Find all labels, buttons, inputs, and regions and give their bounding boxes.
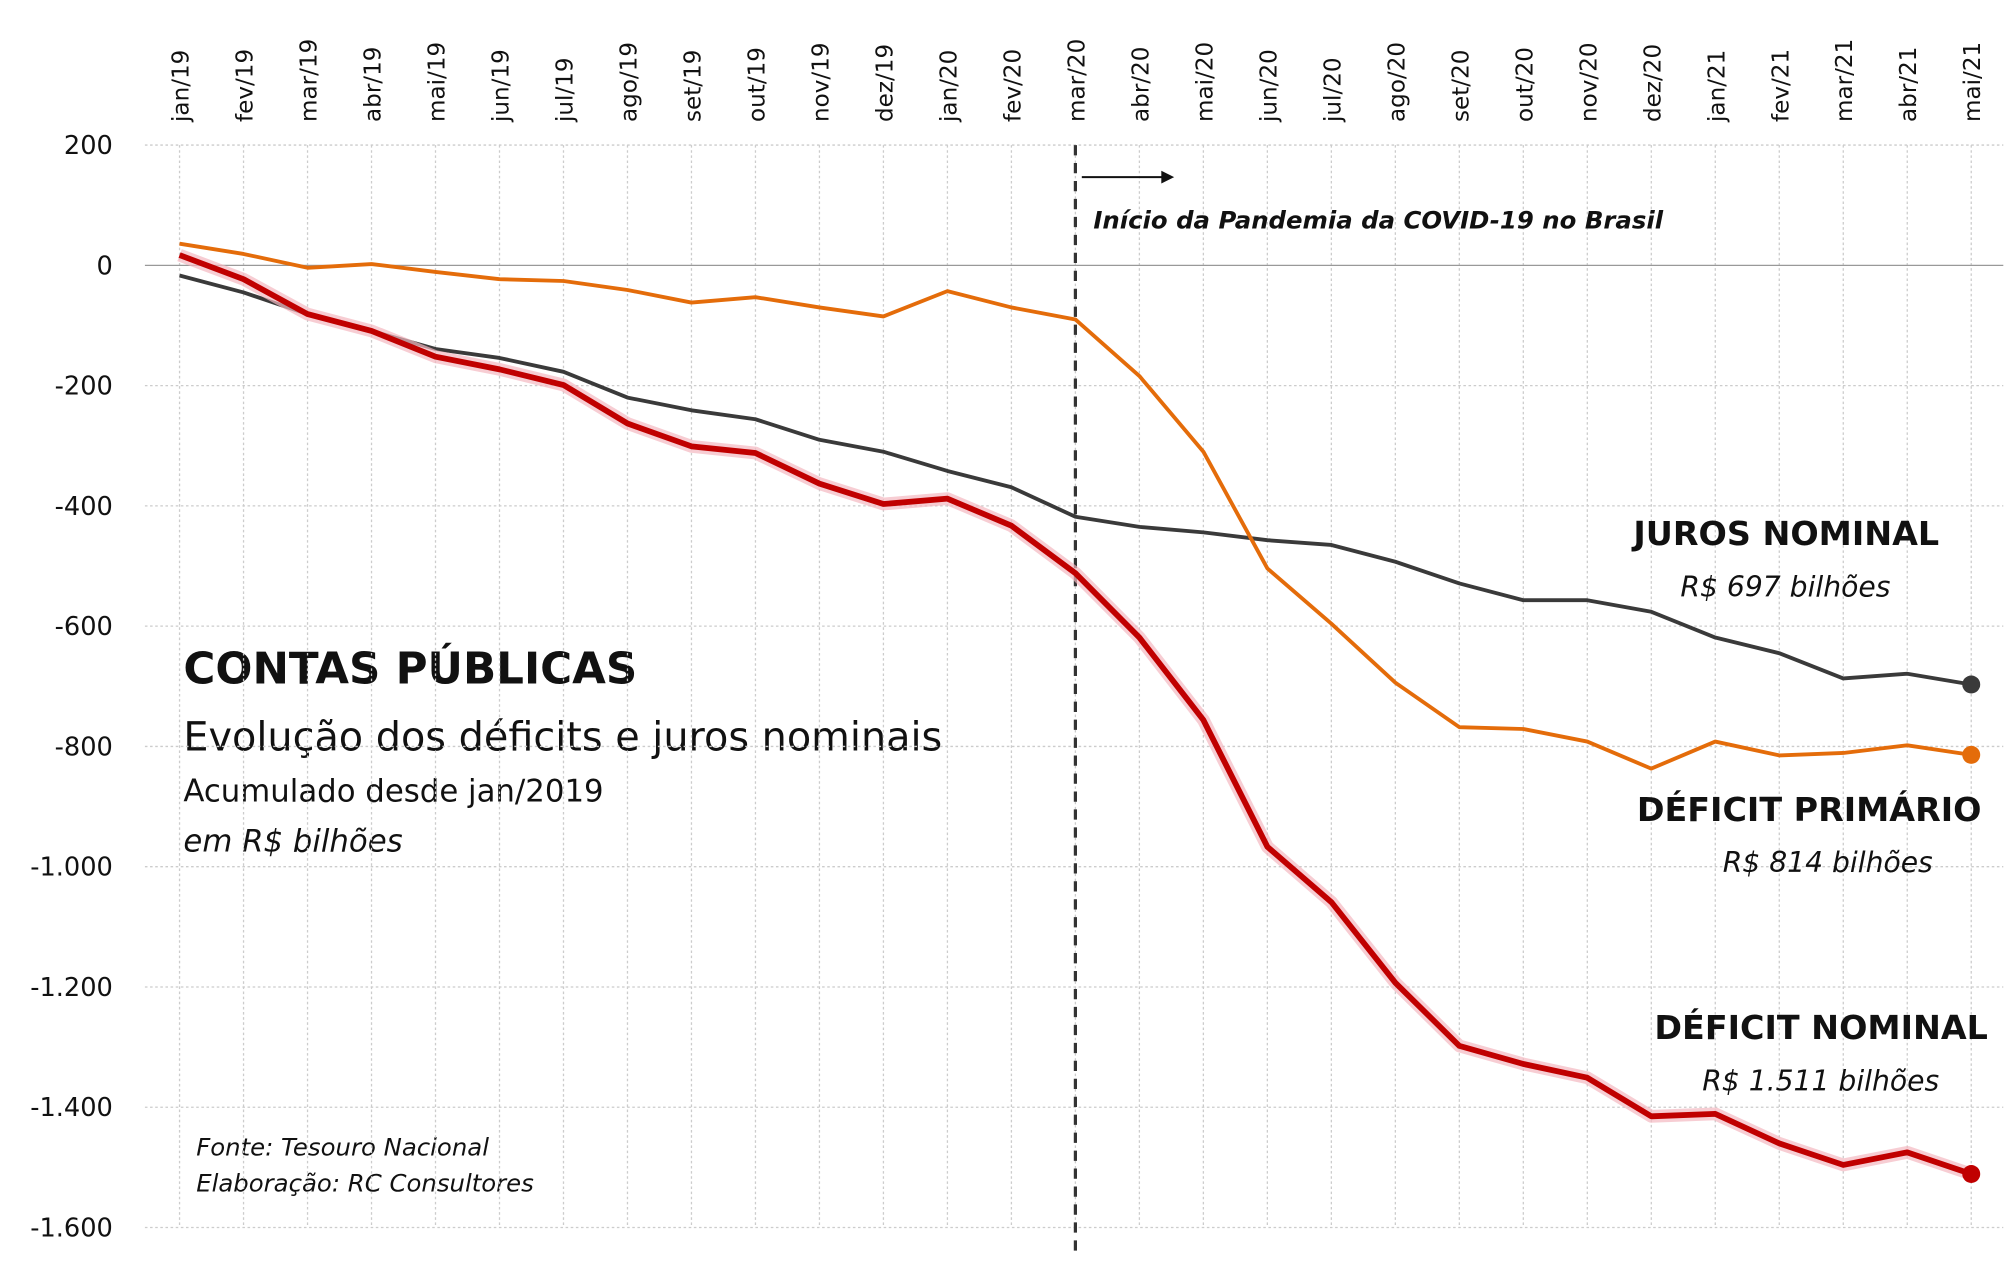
end-marker [1962, 675, 1981, 694]
x-tick-label: fev/21 [1768, 49, 1794, 122]
x-tick-label: jan/21 [1704, 50, 1730, 123]
x-tick-label: fev/19 [233, 49, 259, 122]
source: Fonte: Tesouro Nacional [196, 1133, 489, 1162]
x-tick-label: nov/20 [1576, 42, 1602, 122]
source: Elaboração: RC Consultores [196, 1169, 534, 1198]
x-tick-label: jul/19 [552, 57, 578, 123]
y-tick-label: -200 [55, 372, 113, 402]
x-tick-label: abr/21 [1896, 47, 1922, 122]
arrow-head [1161, 170, 1175, 184]
x-tick-label: mar/21 [1832, 39, 1858, 122]
series-label: DÉFICIT NOMINAL [1654, 1007, 1988, 1047]
x-tick-label: abr/20 [1128, 47, 1154, 122]
y-tick-label: 200 [64, 131, 113, 161]
x-tick-label: jun/19 [488, 49, 514, 123]
line [179, 273, 1972, 687]
x-tick-label: jun/20 [1256, 49, 1282, 123]
line [178, 252, 1973, 1177]
x-tick-label: jul/20 [1320, 57, 1346, 123]
x-tick-label: nov/19 [808, 42, 834, 122]
series-label: JUROS NOMINAL [1631, 514, 1939, 553]
x-tick-label: mai/20 [1192, 42, 1218, 122]
end-value-label: R$ 697 bilhões [1680, 571, 1890, 604]
x-tick-label: ago/19 [616, 42, 642, 122]
y-tick-label: -1.600 [30, 1213, 113, 1243]
end-value-label: R$ 1.511 bilhões [1702, 1064, 1939, 1097]
y-tick-label: -1.000 [30, 853, 113, 883]
y-tick-label: 0 [97, 251, 113, 281]
x-tick-label: fev/20 [1000, 49, 1026, 122]
x-tick-label: out/19 [744, 47, 770, 122]
y-tick-label: -1.400 [30, 1093, 113, 1123]
x-tick-label: dez/19 [872, 44, 898, 122]
end-marker [1962, 745, 1981, 764]
x-tick-label: dez/20 [1640, 44, 1666, 122]
x-tick-label: mar/19 [297, 39, 323, 122]
end-value-label: R$ 814 bilhões [1723, 846, 1933, 879]
y-tick-label: -1.200 [30, 973, 113, 1003]
annotation: Início da Pandemia da COVID-19 no Brasil [1093, 205, 1663, 234]
x-tick-label: mai/19 [424, 42, 450, 122]
end-marker [1962, 1165, 1981, 1183]
x-tick-label: set/20 [1448, 50, 1474, 122]
x-tick-label: jan/20 [936, 50, 962, 123]
y-tick-label: -800 [55, 732, 113, 762]
x-tick-label: set/19 [680, 50, 706, 122]
chart-subtitle: Evolução dos déficits e juros nominais [183, 714, 942, 760]
x-tick-label: ago/20 [1384, 42, 1410, 122]
note: Acumulado desde jan/2019 [183, 774, 603, 810]
series-label: DÉFICIT PRIMÁRIO [1637, 789, 1982, 829]
x-tick-label: out/20 [1512, 47, 1538, 122]
chart-title: CONTAS PÚBLICAS [183, 642, 637, 695]
line [179, 241, 1972, 771]
x-tick-label: mar/20 [1064, 39, 1090, 122]
y-tick-label: -600 [55, 612, 113, 642]
x-tick-label: abr/19 [360, 47, 386, 122]
x-tick-label: mai/21 [1960, 42, 1986, 122]
y-tick-label: -400 [55, 492, 113, 522]
note: em R$ bilhões [183, 824, 402, 860]
x-tick-label: jan/19 [169, 50, 195, 123]
